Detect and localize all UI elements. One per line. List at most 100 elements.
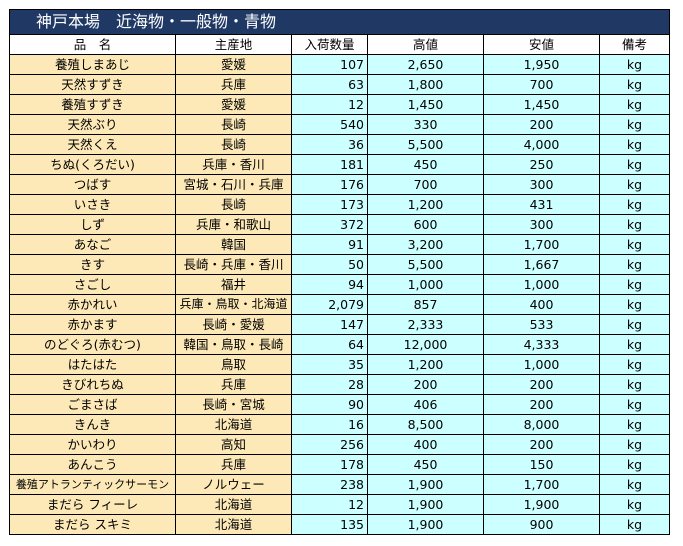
cell-high-price: 1,450 (367, 94, 484, 115)
cell-low-price: 1,900 (483, 494, 600, 515)
price-sheet: 神戸本場 近海物・一般物・青物 品 名 主産地 入荷数量 高値 安値 備考 養殖… (8, 9, 671, 535)
cell-high-price: 857 (367, 294, 484, 315)
cell-remarks: kg (598, 114, 671, 135)
table-row: いさき 長崎 173 1,200 431 kg (9, 194, 671, 215)
cell-origin: ノルウェー (175, 474, 292, 495)
cell-high-price: 1,900 (367, 494, 484, 515)
cell-high-price: 2,333 (367, 314, 484, 335)
cell-quantity: 147 (291, 314, 368, 335)
cell-origin: 兵庫 (175, 374, 292, 395)
header-high-price: 高値 (367, 34, 484, 55)
header-low-price: 安値 (483, 34, 600, 55)
cell-low-price: 8,000 (483, 414, 600, 435)
cell-high-price: 1,200 (367, 354, 484, 375)
cell-quantity: 256 (291, 434, 368, 455)
cell-low-price: 4,333 (483, 334, 600, 355)
cell-high-price: 400 (367, 434, 484, 455)
cell-name: きす (9, 254, 176, 275)
cell-origin: 長崎・愛媛 (175, 314, 292, 335)
table-row: あんこう 兵庫 178 450 150 kg (9, 454, 671, 475)
cell-low-price: 200 (483, 434, 600, 455)
cell-name: まだら フィーレ (9, 494, 176, 515)
cell-remarks: kg (598, 454, 671, 475)
cell-quantity: 372 (291, 214, 368, 235)
cell-name: 天然ぶり (9, 114, 176, 135)
cell-low-price: 431 (483, 194, 600, 215)
cell-remarks: kg (598, 274, 671, 295)
cell-quantity: 63 (291, 74, 368, 95)
cell-name: ちぬ(くろだい) (9, 154, 176, 175)
cell-origin: 兵庫 (175, 454, 292, 475)
cell-remarks: kg (598, 134, 671, 155)
header-quantity: 入荷数量 (291, 34, 368, 55)
cell-remarks: kg (598, 174, 671, 195)
cell-name: 養殖アトランティックサーモン (9, 474, 176, 495)
cell-remarks: kg (598, 314, 671, 335)
table-row: 天然ぶり 長崎 540 330 200 kg (9, 114, 671, 135)
cell-remarks: kg (598, 394, 671, 415)
cell-quantity: 238 (291, 474, 368, 495)
cell-quantity: 90 (291, 394, 368, 415)
table-row: きす 長崎・兵庫・香川 50 5,500 1,667 kg (9, 254, 671, 275)
cell-quantity: 135 (291, 514, 368, 535)
cell-name: 天然すずき (9, 74, 176, 95)
cell-high-price: 3,200 (367, 234, 484, 255)
cell-low-price: 700 (483, 74, 600, 95)
cell-low-price: 1,700 (483, 234, 600, 255)
cell-high-price: 12,000 (367, 334, 484, 355)
cell-high-price: 5,500 (367, 134, 484, 155)
cell-name: 養殖しまあじ (9, 54, 176, 75)
table-row: 養殖しまあじ 愛媛 107 2,650 1,950 kg (9, 54, 671, 75)
cell-name: きんき (9, 414, 176, 435)
cell-low-price: 400 (483, 294, 600, 315)
cell-origin: 韓国・鳥取・長崎 (175, 334, 292, 355)
table-row: のどぐろ(赤むつ) 韓国・鳥取・長崎 64 12,000 4,333 kg (9, 334, 671, 355)
cell-high-price: 330 (367, 114, 484, 135)
cell-high-price: 700 (367, 174, 484, 195)
cell-high-price: 406 (367, 394, 484, 415)
header-row: 品 名 主産地 入荷数量 高値 安値 備考 (9, 34, 671, 55)
cell-origin: 北海道 (175, 494, 292, 515)
cell-quantity: 540 (291, 114, 368, 135)
table-row: 天然すずき 兵庫 63 1,800 700 kg (9, 74, 671, 95)
cell-remarks: kg (598, 334, 671, 355)
cell-remarks: kg (598, 234, 671, 255)
cell-origin: 鳥取 (175, 354, 292, 375)
cell-quantity: 173 (291, 194, 368, 215)
cell-high-price: 2,650 (367, 54, 484, 75)
table-row: まだら フィーレ 北海道 12 1,900 1,900 kg (9, 494, 671, 515)
cell-remarks: kg (598, 374, 671, 395)
cell-high-price: 1,800 (367, 74, 484, 95)
price-table: 神戸本場 近海物・一般物・青物 品 名 主産地 入荷数量 高値 安値 備考 養殖… (8, 9, 671, 535)
cell-remarks: kg (598, 74, 671, 95)
cell-quantity: 35 (291, 354, 368, 375)
cell-origin: 愛媛 (175, 94, 292, 115)
cell-name: ごまさば (9, 394, 176, 415)
cell-origin: 長崎 (175, 194, 292, 215)
cell-quantity: 94 (291, 274, 368, 295)
cell-name: いさき (9, 194, 176, 215)
cell-quantity: 16 (291, 414, 368, 435)
table-row: きびれちぬ 兵庫 28 200 200 kg (9, 374, 671, 395)
cell-origin: 北海道 (175, 514, 292, 535)
table-row: ちぬ(くろだい) 兵庫・香川 181 450 250 kg (9, 154, 671, 175)
cell-remarks: kg (598, 294, 671, 315)
cell-high-price: 1,200 (367, 194, 484, 215)
cell-low-price: 1,000 (483, 274, 600, 295)
cell-remarks: kg (598, 94, 671, 115)
cell-origin: 福井 (175, 274, 292, 295)
cell-quantity: 12 (291, 494, 368, 515)
cell-origin: 韓国 (175, 234, 292, 255)
cell-remarks: kg (598, 474, 671, 495)
cell-remarks: kg (598, 214, 671, 235)
cell-remarks: kg (598, 154, 671, 175)
header-origin: 主産地 (175, 34, 292, 55)
cell-quantity: 50 (291, 254, 368, 275)
cell-name: 赤かれい (9, 294, 176, 315)
cell-quantity: 12 (291, 94, 368, 115)
cell-origin: 長崎・兵庫・香川 (175, 254, 292, 275)
cell-high-price: 450 (367, 454, 484, 475)
cell-low-price: 200 (483, 394, 600, 415)
cell-origin: 兵庫・和歌山 (175, 214, 292, 235)
table-row: しず 兵庫・和歌山 372 600 300 kg (9, 214, 671, 235)
